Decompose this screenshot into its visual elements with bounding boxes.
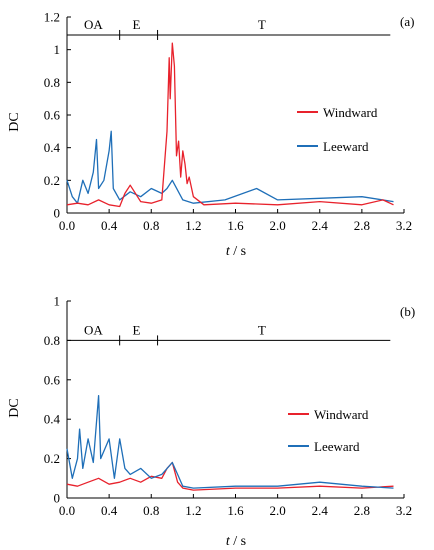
phase-label-a-t: T: [258, 17, 266, 32]
y-tick-label-b-2: 0.4: [44, 412, 61, 427]
x-tick-label-a-0: 0.0: [59, 218, 75, 233]
phase-label-b-oa: OA: [84, 322, 103, 337]
x-tick-label-b-2: 0.8: [143, 503, 159, 518]
x-tick-label-b-7: 2.8: [354, 503, 370, 518]
x-tick-label-a-7: 2.8: [354, 218, 370, 233]
y-tick-label-a-3: 0.6: [44, 108, 61, 123]
chart-panel-a: 0 0.2 0.4 0.6 0.8 1 1.2 0.0 0.4 0.8 1.2 1.6 2.0 2.4 2.…: [7, 10, 414, 260]
y-tick-label-b-1: 0.2: [44, 451, 60, 466]
plot-area-b: 0 0.2 0.4 0.6 0.8 1 0.0 0.4 0.8 1.2 1.6 2.0 2.4 2.8 3.…: [44, 294, 412, 519]
x-tick-label-b-0: 0.0: [59, 503, 75, 518]
x-tick-label-b-8: 3.2: [396, 503, 412, 518]
legend-a: Windward Leeward: [297, 105, 378, 154]
x-tick-label-b-4: 1.6: [227, 503, 244, 518]
x-tick-label-a-5: 2.0: [270, 218, 286, 233]
phase-label-b-e: E: [133, 322, 141, 337]
y-tick-label-a-4: 0.8: [44, 75, 60, 90]
x-tick-label-a-2: 0.8: [143, 218, 159, 233]
x-tick-label-a-8: 3.2: [396, 218, 412, 233]
y-axis-label-b: DC: [7, 398, 22, 417]
x-tick-label-a-6: 2.4: [312, 218, 329, 233]
x-tick-label-b-3: 1.2: [185, 503, 201, 518]
y-tick-label-b-4: 0.8: [44, 333, 60, 348]
legend-label-leeward-b: Leeward: [314, 439, 360, 454]
phase-label-a-oa: OA: [84, 17, 103, 32]
y-tick-label-b-3: 0.6: [44, 372, 61, 387]
x-axis-var-b: t: [226, 534, 231, 549]
series-line-windward-a: [66, 42, 394, 208]
x-axis-label-b: t / s: [226, 534, 246, 549]
legend-label-leeward-a: Leeward: [323, 139, 369, 154]
chart-panel-b: 0 0.2 0.4 0.6 0.8 1 0.0 0.4 0.8 1.2 1.6 2.0 2.4 2.8 3.…: [7, 294, 415, 550]
x-tick-label-a-4: 1.6: [227, 218, 244, 233]
series-line-leeward-a: [66, 130, 394, 204]
y-tick-label-a-0: 0: [54, 206, 61, 221]
plot-area-a: 0 0.2 0.4 0.6 0.8 1 1.2 0.0 0.4 0.8 1.2 1.6 2.0 2.4 2.…: [44, 10, 412, 234]
x-tick-label-a-3: 1.2: [185, 218, 201, 233]
x-axis-unit-b: / s: [230, 534, 246, 549]
y-tick-label-b-0: 0: [54, 491, 61, 506]
y-tick-label-a-5: 1: [54, 42, 61, 57]
x-axis-label-a: t / s: [226, 244, 246, 259]
y-axis-label-a: DC: [7, 112, 22, 131]
y-tick-label-a-6: 1.2: [44, 10, 60, 25]
x-axis-var-a: t: [226, 244, 231, 259]
x-tick-label-b-5: 2.0: [270, 503, 286, 518]
y-tick-label-a-1: 0.2: [44, 173, 60, 188]
x-axis-unit-a: / s: [230, 244, 246, 259]
panel-label-b: (b): [400, 304, 415, 319]
x-tick-label-b-6: 2.4: [312, 503, 329, 518]
y-tick-label-b-5: 1: [54, 294, 61, 309]
phase-label-b-t: T: [258, 322, 266, 337]
legend-b: Windward Leeward: [288, 407, 369, 454]
x-tick-label-a-1: 0.4: [101, 218, 118, 233]
y-tick-label-a-2: 0.4: [44, 140, 61, 155]
legend-label-windward-a: Windward: [323, 105, 378, 120]
legend-label-windward-b: Windward: [314, 407, 369, 422]
phase-label-a-e: E: [133, 17, 141, 32]
panel-label-a: (a): [400, 14, 414, 29]
series-line-windward-b: [66, 461, 394, 491]
x-tick-label-b-1: 0.4: [101, 503, 118, 518]
series-line-leeward-b: [66, 394, 394, 489]
